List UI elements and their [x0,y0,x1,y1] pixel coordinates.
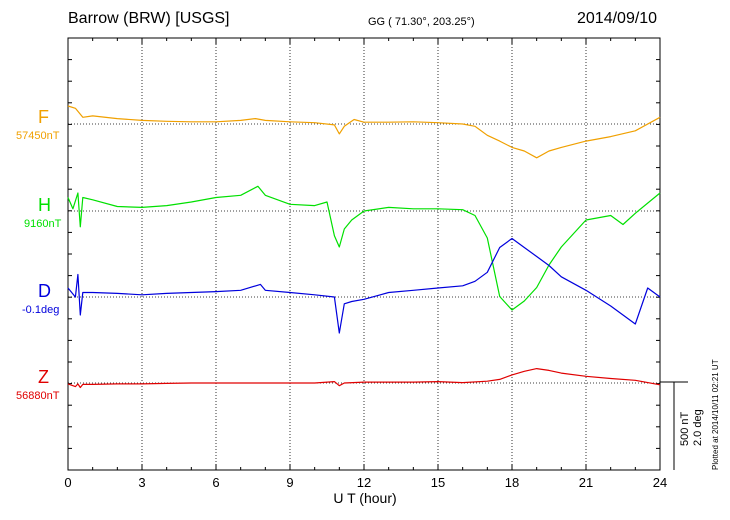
traces [67,105,661,389]
date-label: 2014/09/10 [577,10,658,27]
grid [68,38,660,470]
x-tick-label: 3 [138,475,145,490]
x-axis-label: U T (hour) [333,490,397,506]
trace-name-h: H [38,195,51,215]
trace-f [67,105,661,159]
trace-d [67,237,661,334]
ticks: 0 3 6 9 12 15 18 21 24 [64,37,667,490]
x-tick-label: 6 [212,475,219,490]
plotted-timestamp: Plotted at 2014/10/11 02:21 UT [711,359,720,470]
x-tick-label: 0 [64,475,71,490]
scale-nt-label: 500 nT [679,411,691,446]
trace-baseline-d: -0.1deg [22,304,60,316]
scale-deg-label: 2.0 deg [692,409,704,446]
x-tick-label: 12 [357,475,371,490]
coordinates-label: GG ( 71.30°, 203.25°) [368,16,475,28]
x-tick-label: 9 [286,475,293,490]
trace-baseline-f: 57450nT [16,130,60,142]
trace-name-d: D [38,281,51,301]
x-tick-label: 21 [579,475,593,490]
trace-baseline-z: 56880nT [16,390,60,402]
trace-z [67,368,661,389]
x-tick-label: 24 [653,475,667,490]
station-title: Barrow (BRW) [USGS] [68,10,230,27]
x-tick-label: 15 [431,475,445,490]
trace-baseline-h: 9160nT [24,218,62,230]
trace-name-z: Z [38,367,49,387]
trace-h [67,185,661,311]
x-tick-label: 18 [505,475,519,490]
trace-name-f: F [38,107,49,127]
